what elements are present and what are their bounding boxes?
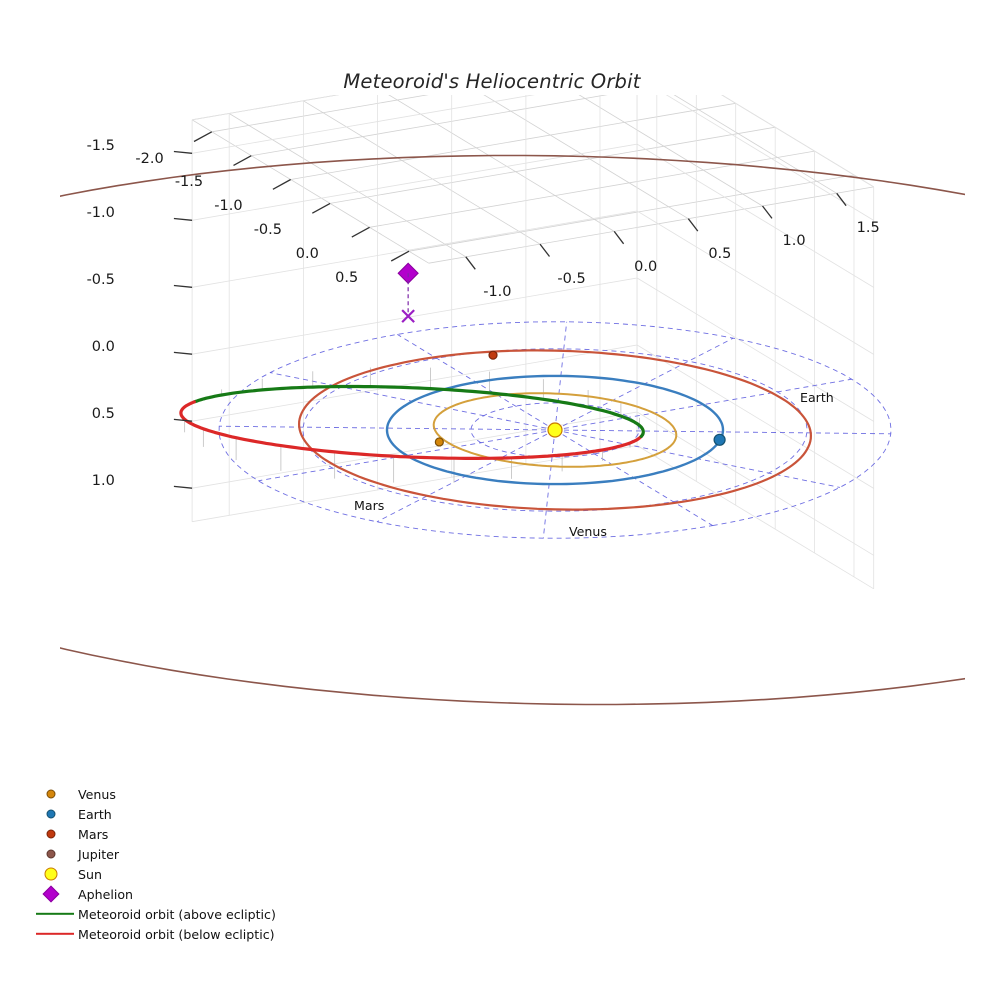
x-tick-label: 0.0: [295, 246, 319, 263]
legend-label: Aphelion: [78, 886, 134, 902]
legend-label: Venus: [78, 786, 116, 802]
axis-ticks: [173, 131, 847, 489]
legend-line-swatch: [36, 932, 74, 936]
z-tick-label: -1.0: [86, 204, 115, 221]
legend-item[interactable]: Meteoroid orbit (below ecliptic): [34, 924, 276, 944]
z-tick-label: 0.0: [91, 338, 115, 355]
z-tick-label: 0.5: [91, 405, 115, 422]
legend-dot-marker: [46, 849, 56, 859]
y-tick-label: 1.0: [782, 233, 806, 250]
legend-label: Mars: [78, 826, 109, 842]
legend-item[interactable]: Aphelion: [34, 884, 276, 904]
mars-annotation: Mars: [354, 498, 385, 513]
legend-dot-marker: [46, 789, 56, 799]
axes-panes: [191, 95, 875, 590]
z-tick-label: -1.5: [86, 137, 115, 154]
y-tick-label: -0.5: [557, 271, 586, 288]
x-tick-label: 0.5: [335, 269, 359, 286]
y-tick-label: 0.0: [634, 258, 658, 275]
legend-item[interactable]: Sun: [34, 864, 276, 884]
legend-label: Earth: [78, 806, 112, 822]
legend-label: Sun: [78, 866, 102, 882]
venus-annotation: Venus: [569, 524, 607, 539]
legend-item[interactable]: Venus: [34, 784, 276, 804]
page-title: Meteoroid's Heliocentric Orbit: [343, 70, 641, 93]
stem-lines: [181, 367, 640, 483]
x-tick-label: -1.5: [174, 174, 204, 191]
legend-item[interactable]: Mars: [34, 824, 276, 844]
z-tick-label: 1.0: [91, 472, 115, 489]
orbit-curves: [60, 154, 965, 706]
legend-label: Meteoroid orbit (above ecliptic): [78, 906, 276, 922]
legend-dot-marker: [46, 829, 56, 839]
z-tick-label: -0.5: [86, 271, 115, 288]
legend-line-swatch: [36, 912, 74, 916]
x-tick-label: -1.0: [214, 198, 243, 215]
y-tick-label: 1.5: [856, 220, 880, 237]
body-markers: [397, 262, 726, 447]
x-tick-label: -0.5: [253, 222, 282, 239]
legend-item[interactable]: Meteoroid orbit (above ecliptic): [34, 904, 276, 924]
legend-item[interactable]: Earth: [34, 804, 276, 824]
legend-label: Jupiter: [78, 846, 120, 862]
legend-diamond-marker: [42, 885, 60, 903]
y-tick-label: -1.0: [483, 284, 512, 300]
earth-annotation: Earth: [800, 390, 834, 405]
legend[interactable]: Venus Earth Mars Jupiter Sun Aphelion Meteoroi…: [34, 784, 276, 944]
legend-item[interactable]: Jupiter: [34, 844, 276, 864]
y-tick-label: 0.5: [708, 245, 732, 262]
legend-label: Meteoroid orbit (below ecliptic): [78, 926, 275, 942]
legend-dot-marker: [46, 809, 56, 819]
legend-dot-marker: [44, 867, 58, 881]
x-tick-label: -2.0: [135, 150, 164, 167]
